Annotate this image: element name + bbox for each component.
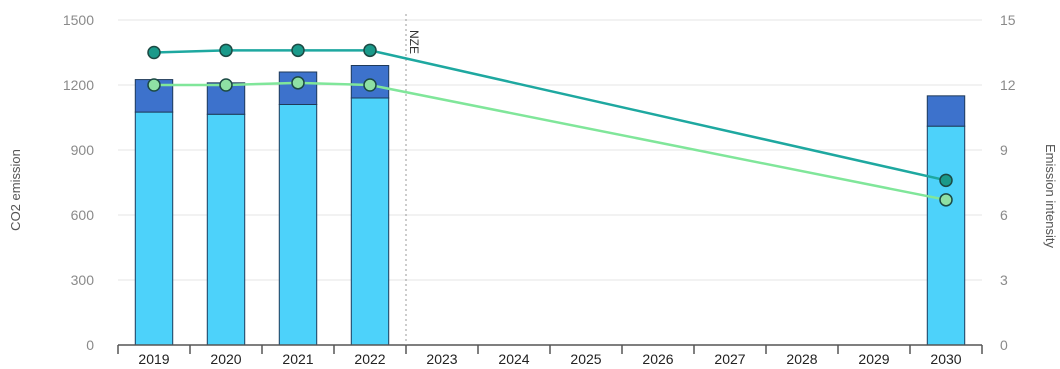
series-line: [154, 81, 947, 202]
x-tick-label: 2028: [786, 351, 817, 367]
series-line: [153, 49, 947, 182]
bars: [134, 65, 966, 346]
gridlines: [118, 19, 982, 281]
y-right-tick-label: 15: [1000, 12, 1016, 28]
y-tick-label: 0: [86, 337, 94, 353]
x-tick-label: 2030: [930, 351, 961, 367]
series-point: [219, 43, 233, 58]
y-tick-label: 1200: [63, 77, 94, 93]
y-right-tick-label: 6: [1000, 207, 1008, 223]
series-point: [291, 76, 305, 90]
tick-labels: 0 300 600 900 1200 1500 0 3 6 9 12 15 2019 2020 2021 20…: [63, 12, 1016, 367]
series-point: [363, 43, 377, 58]
x-tick-label: 2023: [426, 351, 457, 367]
y-right-tick-label: 12: [1000, 77, 1016, 93]
bar-segment-bottom: [206, 113, 246, 346]
series-point: [939, 193, 953, 207]
y-axis-title: CO2 emission: [8, 149, 23, 231]
series-point: [219, 78, 233, 92]
series-point: [291, 43, 305, 58]
series-point: [147, 78, 161, 92]
y-tick-label: 1500: [63, 12, 94, 28]
x-tick-label: 2026: [642, 351, 673, 367]
bar-segment-top: [206, 82, 246, 115]
bar-segment-top: [926, 95, 966, 127]
y-tick-label: 600: [71, 207, 95, 223]
x-tick-label: 2025: [570, 351, 601, 367]
x-tick-label: 2024: [498, 351, 529, 367]
axes: [117, 14, 983, 354]
y-right-tick-label: 9: [1000, 142, 1008, 158]
x-tick-label: 2021: [282, 351, 313, 367]
x-tick-label: 2029: [858, 351, 889, 367]
series-point: [363, 78, 377, 92]
series-lines: [147, 43, 953, 207]
bar-segment-bottom: [134, 111, 174, 346]
y-right-tick-label: 3: [1000, 272, 1008, 288]
x-tick-label: 2019: [138, 351, 169, 367]
y-axis-right-title: Emission intensity: [1043, 144, 1058, 249]
nze-label: NZE: [407, 30, 421, 54]
series-point: [147, 45, 161, 60]
x-tick-label: 2027: [714, 351, 745, 367]
bar-segment-bottom: [350, 97, 390, 346]
bar-segment-bottom: [278, 104, 318, 346]
y-right-tick-label: 0: [1000, 337, 1008, 353]
x-tick-label: 2020: [210, 351, 241, 367]
series-point: [939, 173, 953, 188]
y-tick-label: 900: [71, 142, 95, 158]
y-tick-label: 300: [71, 272, 95, 288]
bar-segment-bottom: [926, 125, 966, 346]
x-tick-label: 2022: [354, 351, 385, 367]
